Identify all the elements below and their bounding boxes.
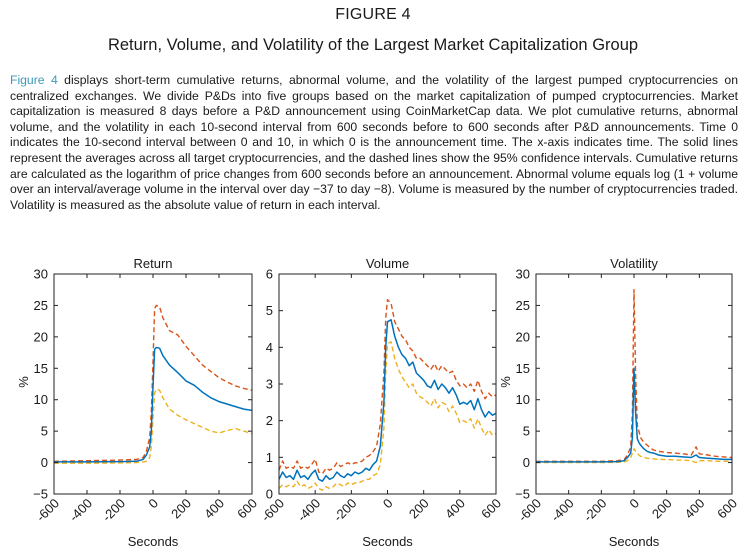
x-tick-label: 200 [406,496,432,522]
y-tick-label: 5 [41,424,48,439]
x-tick-label: -400 [548,496,577,525]
x-tick-label: -400 [294,496,323,525]
x-tick-label: 600 [234,496,260,522]
y-axis-label: % [16,376,31,388]
x-tick-label: -600 [258,496,287,525]
y-tick-label: −5 [33,487,48,502]
y-tick-label: 30 [516,267,530,282]
x-tick-label: 600 [714,496,740,522]
x-tick-label: 400 [442,496,468,522]
y-tick-label: 20 [516,329,530,344]
y-axis-label: % [498,376,513,388]
chart-title: Return [133,256,172,271]
x-tick-label: 0 [626,496,642,512]
x-tick-label: 0 [145,496,161,512]
x-tick-label: 200 [168,496,194,522]
series-upper-95-ci [279,299,496,475]
series-lower-95-ci [54,388,252,464]
series-group [54,304,252,464]
y-tick-label: 4 [266,340,273,355]
chart-title: Volume [366,256,409,271]
y-tick-label: 0 [523,455,530,470]
y-tick-label: 30 [34,267,48,282]
y-tick-label: 15 [516,361,530,376]
y-tick-label: 1 [266,450,273,465]
series-group [279,299,496,491]
series-upper-95-ci [536,289,732,462]
y-tick-label: 10 [34,392,48,407]
y-tick-label: 15 [34,361,48,376]
x-tick-label: 0 [380,496,396,512]
x-tick-label: 400 [201,496,227,522]
x-axis-label: Seconds [362,534,413,549]
y-tick-label: −5 [515,487,530,502]
y-tick-label: 25 [34,298,48,313]
series-mean [536,367,732,463]
x-axis-label: Seconds [128,534,179,549]
y-tick-label: 5 [523,424,530,439]
y-tick-label: 20 [34,329,48,344]
series-group [536,289,732,464]
chart-volume: 0 1 2 3 4 5 6 -600 -400 -200 0 200 400 600 Volume Secon… [258,256,504,549]
x-tick-label: -200 [99,496,128,525]
x-axis-label: Seconds [609,534,660,549]
series-lower-95-ci [536,448,732,464]
chart-title: Volatility [610,256,658,271]
x-tick-label: 600 [478,496,504,522]
series-mean [54,346,252,463]
figure-label: FIGURE 4 [335,6,411,23]
y-tick-label: 6 [266,267,273,282]
x-tick-label: -200 [580,496,609,525]
figure-title: Return, Volume, and Volatility of the La… [107,36,639,54]
figure-caption: Figure 4 displays short-term cumulative … [10,73,738,213]
series-upper-95-ci [54,304,252,462]
y-tick-label: 0 [266,487,273,502]
x-tick-label: 400 [682,496,708,522]
y-tick-label: 3 [266,377,273,392]
caption-text: displays short-term cumulative returns, … [10,73,738,212]
x-tick-label: -400 [66,496,95,525]
y-tick-label: 5 [266,303,273,318]
x-tick-label: -200 [330,496,359,525]
y-tick-label: 10 [516,392,530,407]
y-tick-label: 0 [41,455,48,470]
series-lower-95-ci [279,341,496,491]
y-tick-label: 2 [266,413,273,428]
x-tick-label: 200 [649,496,675,522]
series-mean [279,319,496,482]
figure-reference-link[interactable]: Figure 4 [10,73,58,87]
y-tick-label: 25 [516,298,530,313]
